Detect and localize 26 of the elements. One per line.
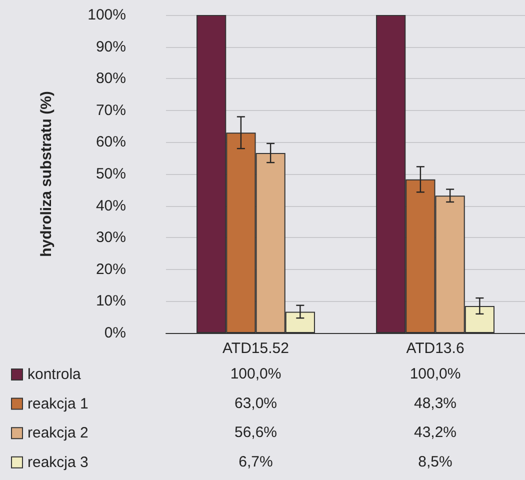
legend-label: reakcja 1 bbox=[28, 395, 88, 412]
x-tick-label: ATD13.6 bbox=[406, 340, 464, 357]
data-label: 63,0% bbox=[234, 394, 278, 412]
data-label: 48,3% bbox=[414, 394, 457, 412]
y-axis-title: hydroliza substratu (%) bbox=[38, 91, 55, 257]
data-label: 6,7% bbox=[238, 453, 273, 470]
x-tick-label: ATD15.52 bbox=[222, 340, 289, 357]
data-label: 56,6% bbox=[234, 424, 278, 442]
legend-label: reakcja 3 bbox=[28, 454, 88, 471]
y-tick-label: 40% bbox=[96, 197, 126, 214]
y-tick-label: 0% bbox=[104, 324, 126, 342]
y-tick-label: 10% bbox=[96, 292, 126, 310]
y-tick-label: 30% bbox=[96, 229, 126, 246]
data-label: 100,0% bbox=[410, 366, 461, 382]
data-label: 100,0% bbox=[230, 366, 282, 382]
y-tick-label: 90% bbox=[96, 38, 126, 56]
y-tick-label: 50% bbox=[96, 166, 126, 182]
legend-label: reakcja 2 bbox=[28, 424, 88, 442]
data-label: 8,5% bbox=[418, 453, 452, 470]
data-label: 43,2% bbox=[414, 424, 457, 442]
y-tick-label: 80% bbox=[96, 70, 126, 88]
y-tick-label: 70% bbox=[96, 102, 126, 119]
y-tick-label: 100% bbox=[88, 6, 126, 24]
y-tick-label: 20% bbox=[96, 260, 126, 278]
legend-label: kontrola bbox=[28, 366, 82, 383]
y-tick-label: 60% bbox=[96, 134, 126, 151]
